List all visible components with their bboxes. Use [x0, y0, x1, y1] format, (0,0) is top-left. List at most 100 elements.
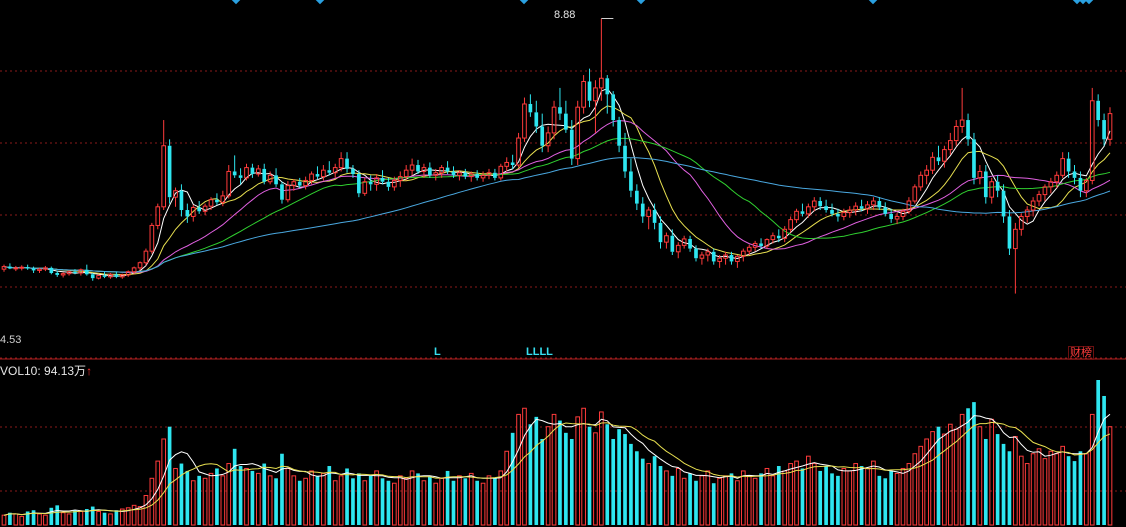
- candle-down: [635, 184, 639, 211]
- candle-body: [315, 174, 320, 177]
- candle-body: [1024, 209, 1030, 217]
- candle-body: [688, 238, 692, 249]
- candle-down: [345, 152, 349, 173]
- candle-body: [806, 206, 811, 215]
- candle-body: [90, 274, 95, 279]
- volume-bar: [859, 466, 864, 525]
- volume-bar: [280, 453, 284, 525]
- volume-bar: [1001, 443, 1006, 525]
- event-diamond-icon: [315, 0, 325, 5]
- candle-body: [31, 268, 36, 271]
- candle-up: [900, 208, 906, 221]
- volume-bar: [1042, 458, 1048, 526]
- volume-bar: [416, 473, 420, 525]
- volume-bar: [439, 477, 445, 526]
- candle-down: [729, 251, 734, 265]
- volume-bar: [841, 467, 847, 526]
- candle-up: [143, 248, 149, 266]
- financial-report-badge[interactable]: 财榜: [1068, 346, 1094, 360]
- volume-bar: [291, 475, 297, 526]
- candle-down: [351, 165, 355, 178]
- candle-down: [629, 158, 633, 198]
- volume-bar: [930, 431, 935, 526]
- candle-body: [735, 255, 740, 262]
- candle-down: [830, 203, 834, 217]
- candle-body: [190, 206, 196, 217]
- candle-down: [859, 199, 864, 212]
- volume-bar: [25, 511, 30, 525]
- candle-body: [824, 206, 828, 211]
- volume-bar: [1007, 451, 1012, 525]
- candle-body: [818, 201, 823, 207]
- candle-body: [215, 199, 219, 203]
- candle-body: [332, 167, 338, 174]
- candle-up: [457, 170, 462, 181]
- candle-up: [894, 212, 900, 225]
- candle-body: [510, 162, 515, 166]
- candle-body: [575, 106, 581, 160]
- volume-bar: [1048, 450, 1054, 526]
- volume-bar: [569, 438, 574, 525]
- candle-down: [889, 208, 893, 223]
- candle-body: [942, 149, 947, 162]
- candle-body: [8, 266, 12, 269]
- volume-bar: [510, 432, 515, 525]
- volume-bar: [764, 467, 770, 526]
- candle-up: [303, 176, 308, 190]
- candle-body: [480, 174, 486, 179]
- candle-up: [255, 165, 261, 177]
- volume-bar: [493, 478, 497, 525]
- candle-down: [297, 177, 302, 189]
- candle-body: [66, 271, 72, 275]
- volume-bar: [640, 458, 645, 525]
- candle-body: [321, 169, 326, 178]
- volume-bar: [889, 470, 893, 525]
- volume-bar: [581, 407, 586, 526]
- volume-bar: [658, 466, 663, 525]
- volume-bar: [451, 480, 456, 525]
- candle-up: [865, 201, 870, 214]
- candle-up: [155, 203, 161, 230]
- candle-body: [865, 204, 870, 210]
- candle-body: [534, 112, 539, 127]
- candle-up: [504, 157, 510, 172]
- candle-body: [1, 266, 7, 270]
- candle-body: [25, 267, 30, 269]
- candle-up: [1, 264, 7, 272]
- candle-body: [13, 267, 19, 270]
- candle-up: [397, 171, 403, 187]
- candle-down: [280, 181, 284, 204]
- candle-body: [900, 210, 906, 217]
- candle-body: [96, 275, 101, 279]
- volume-bar: [1060, 445, 1066, 526]
- event-diamond-icon: [636, 0, 646, 5]
- candle-body: [564, 113, 568, 130]
- candle-body: [285, 185, 291, 201]
- candle-up: [309, 171, 314, 185]
- candle-body: [78, 269, 84, 274]
- candle-body: [558, 107, 562, 114]
- candle-body: [794, 210, 799, 221]
- volume-bar: [102, 512, 107, 525]
- candle-body: [623, 145, 627, 172]
- l-signal-mark[interactable]: L: [434, 346, 441, 358]
- volume-bar: [114, 510, 119, 525]
- candle-body: [764, 239, 770, 247]
- candle-body: [1001, 190, 1006, 217]
- volume-bar: [599, 411, 604, 526]
- candle-body: [232, 171, 237, 176]
- volume-bar: [977, 426, 983, 526]
- candle-body: [699, 254, 705, 259]
- volume-bar: [267, 475, 273, 526]
- candle-body: [1048, 181, 1054, 188]
- volume-bar: [409, 470, 415, 526]
- l-signal-marks-group[interactable]: LLLL: [526, 346, 553, 358]
- candle-body: [475, 174, 479, 178]
- volume-bar: [605, 424, 610, 525]
- volume-bar: [1030, 453, 1036, 526]
- candle-down: [564, 100, 568, 133]
- volume-ma5-line: [3, 413, 1111, 516]
- candle-body: [108, 273, 113, 278]
- candle-up: [924, 165, 929, 185]
